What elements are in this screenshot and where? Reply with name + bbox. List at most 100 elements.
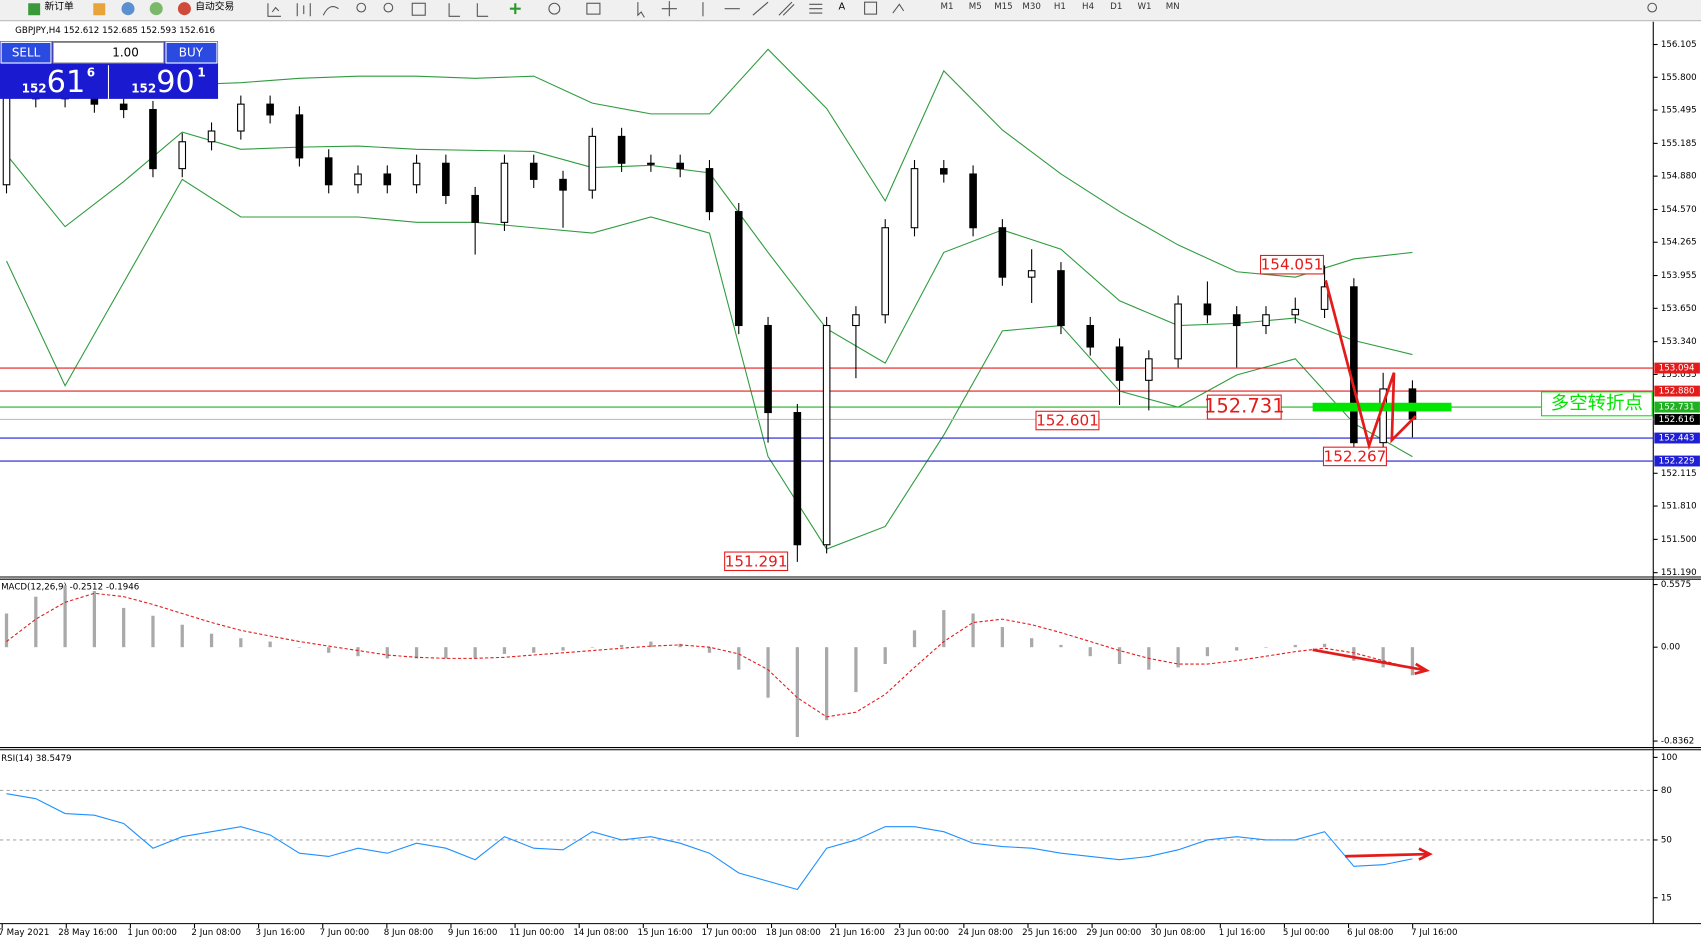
rsi-pane: RSI(14) 38.5479 100 80 50 15: [0, 753, 1677, 903]
cursor[interactable]: [637, 2, 645, 18]
trendline[interactable]: [752, 1, 769, 16]
candle-body: [412, 162, 421, 186]
templates[interactable]: [586, 2, 601, 15]
macd-bar: [1235, 647, 1239, 651]
candle-body: [793, 412, 802, 546]
candle-body: [881, 227, 890, 316]
buy-button[interactable]: [165, 41, 218, 64]
candle-body: [910, 168, 919, 229]
macd-bar: [209, 633, 214, 648]
zoom-out[interactable]: [383, 2, 394, 13]
volume-value[interactable]: 1.00: [112, 46, 139, 60]
y-tick-label: 153.955: [1661, 271, 1697, 281]
channel[interactable]: [778, 1, 795, 16]
timeframe-button[interactable]: M30: [1022, 2, 1041, 12]
tool-icon[interactable]: [448, 3, 460, 17]
macd-pane: MACD(12,26,9) -0.2512 -0.1946 0.5575 0.00 -…: [1, 580, 1694, 746]
text-tool[interactable]: A: [839, 2, 846, 13]
y-tick-label: 152.115: [1661, 469, 1697, 479]
y-tick-label: 155.495: [1661, 106, 1697, 116]
macd-bar: [795, 647, 799, 738]
sell-label[interactable]: SELL: [12, 46, 41, 60]
x-tick-label: 21 Jun 16:00: [830, 928, 885, 938]
macd-bar: [297, 647, 302, 648]
tile-windows[interactable]: [411, 2, 426, 16]
x-tick-label: 1 Jul 16:00: [1219, 928, 1265, 938]
chart-title: GBPJPY,H4 152.612 152.685 152.593 152.61…: [15, 26, 215, 36]
price-level-tag: [1654, 414, 1700, 425]
volume-input[interactable]: [52, 41, 165, 64]
main-pane: GBPJPY,H4 152.612 152.685 152.593 152.61…: [0, 26, 1700, 938]
crosshair[interactable]: [661, 1, 677, 17]
sell-big-figure: 152: [22, 82, 47, 96]
timeframe-button[interactable]: M5: [969, 2, 982, 12]
buy-big-figure: 152: [131, 82, 156, 96]
arrows[interactable]: [892, 3, 905, 14]
candle-body: [852, 314, 860, 327]
indicators[interactable]: [509, 3, 521, 15]
candle-body: [617, 135, 626, 164]
indicator-title: MACD(12,26,9) -0.2512 -0.1946: [1, 582, 139, 592]
macd-bar: [1000, 626, 1005, 648]
x-tick-label: 8 Jun 08:00: [384, 928, 434, 938]
macd-bar: [327, 647, 331, 653]
periods[interactable]: [548, 2, 561, 15]
candle-body: [354, 173, 362, 186]
y-tick-label: 0.00: [1661, 643, 1680, 653]
buy-pips: 90: [156, 65, 195, 100]
auto-trading-button[interactable]: 自动交易: [195, 0, 234, 13]
macd-bar: [561, 647, 565, 651]
price-level-label: 152.880: [1659, 387, 1695, 397]
candle-body: [1320, 286, 1329, 310]
zoom-in[interactable]: [356, 2, 367, 13]
timeframe-button[interactable]: W1: [1137, 2, 1151, 12]
y-tick-label: 155.800: [1661, 73, 1697, 83]
timeframe-button[interactable]: M15: [994, 2, 1013, 12]
timeframe-button[interactable]: D1: [1110, 2, 1122, 12]
tool-icon[interactable]: [121, 2, 135, 16]
timeframe-button[interactable]: H4: [1082, 2, 1095, 12]
macd-bar: [678, 643, 682, 648]
candle-body: [383, 173, 392, 186]
fibonacci[interactable]: [809, 3, 823, 14]
price-level-tag: [1654, 432, 1700, 444]
macd-bar: [1410, 647, 1415, 676]
timeframe-button[interactable]: H1: [1054, 2, 1066, 12]
x-tick-label: 18 Jun 08:00: [766, 928, 821, 938]
y-tick-label: 154.265: [1661, 238, 1697, 248]
macd-bar: [971, 613, 975, 648]
candle-body: [2, 87, 11, 186]
tool-icon[interactable]: [267, 3, 281, 17]
macd-bar: [1205, 647, 1210, 657]
sell-button[interactable]: [0, 41, 52, 64]
pivot-note-box: [1540, 391, 1653, 417]
auto-trading-icon[interactable]: [177, 2, 191, 16]
new-order-icon[interactable]: [28, 3, 41, 16]
macd-bar: [151, 615, 155, 648]
buy-label[interactable]: BUY: [179, 46, 204, 60]
timeframe-button[interactable]: M1: [941, 2, 954, 12]
y-tick-label: 153.650: [1661, 304, 1697, 314]
search[interactable]: [1647, 2, 1658, 13]
tool-icon[interactable]: [149, 2, 163, 16]
x-tick-label: 5 Jul 00:00: [1283, 928, 1329, 938]
text-label[interactable]: [864, 1, 878, 15]
candle-body: [442, 162, 450, 197]
tool-icon[interactable]: [476, 3, 489, 17]
tool-icon[interactable]: [93, 3, 106, 16]
macd-bar: [825, 647, 829, 721]
candle-body: [1262, 314, 1270, 327]
pivot-label: 152.731: [1204, 395, 1285, 418]
candle-body: [207, 130, 216, 143]
tool-icon[interactable]: [322, 6, 339, 16]
macd-bar: [502, 647, 507, 654]
macd-bar: [63, 585, 67, 648]
new-order-button[interactable]: 新订单: [44, 0, 74, 13]
y-tick-label: 154.880: [1661, 172, 1697, 182]
candle-body: [588, 135, 597, 191]
x-tick-label: 29 Jun 00:00: [1086, 928, 1141, 938]
y-tick-label: 153.340: [1661, 337, 1697, 347]
tool-icon[interactable]: [296, 3, 311, 17]
timeframe-button[interactable]: MN: [1166, 2, 1180, 12]
sell-pips: 61: [47, 65, 86, 100]
